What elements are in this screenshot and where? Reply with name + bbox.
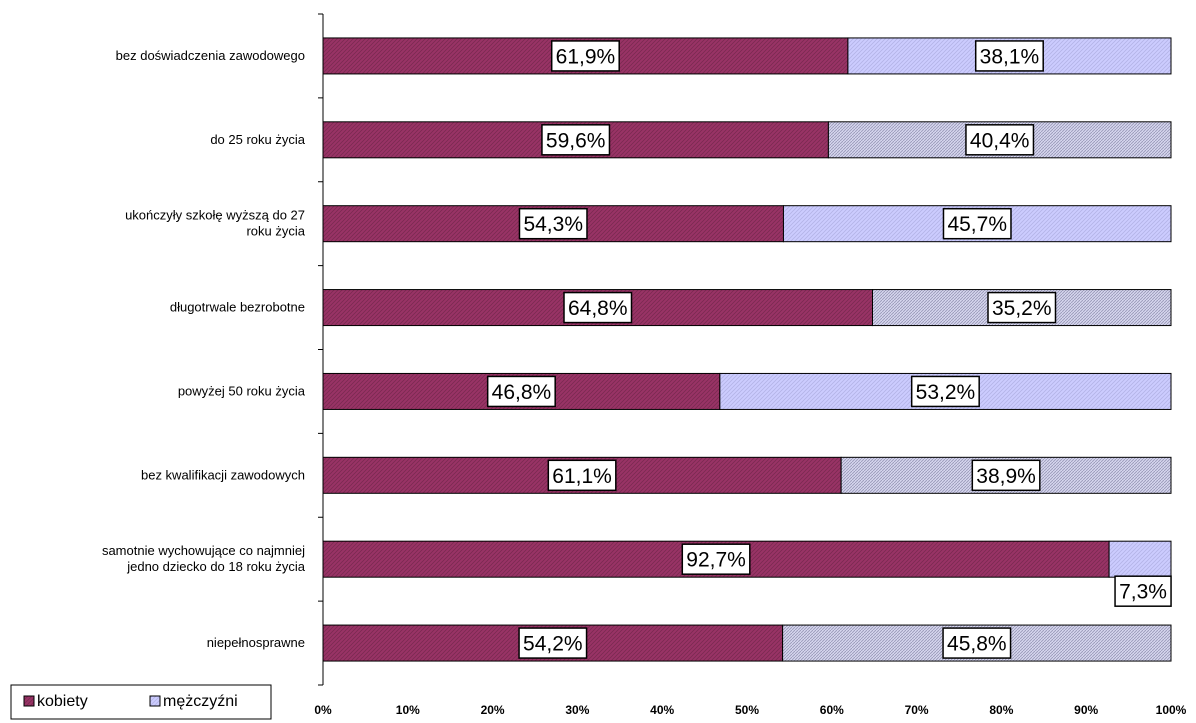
- data-label-box: [563, 291, 633, 324]
- category-label-line: niepełnosprawne: [207, 635, 305, 650]
- category-label: bez doświadczenia zawodowego: [116, 48, 305, 63]
- data-label-box: [541, 124, 611, 156]
- data-label-box: [547, 459, 617, 492]
- legend: kobiety mężczyźni: [10, 684, 272, 720]
- legend-swatch-mezczyzni: [149, 695, 161, 707]
- data-label-text: 92,7%: [686, 549, 746, 572]
- x-tick-label: 10%: [396, 703, 420, 717]
- data-label: 38,9%: [971, 459, 1041, 492]
- data-label-box: [987, 291, 1057, 324]
- category-label-line: bez doświadczenia zawodowego: [116, 48, 305, 63]
- x-tick-label: 0%: [314, 703, 332, 717]
- data-label-box: [681, 543, 751, 575]
- category-label-line: samotnie wychowujące co najmniej: [102, 543, 305, 558]
- category-label-line: ukończyły szkołę wyższą do 27: [125, 208, 305, 223]
- category-label: długotrwale bezrobotne: [170, 300, 305, 315]
- x-tick-label: 80%: [989, 703, 1013, 717]
- legend-label-kobiety: kobiety: [37, 693, 88, 710]
- category-label: bez kwalifikacji zawodowych: [141, 467, 305, 482]
- data-label: 45,8%: [942, 627, 1012, 659]
- data-label-box: [486, 375, 556, 408]
- legend-swatch-kobiety: [23, 695, 35, 707]
- category-label-line: powyżej 50 roku życia: [178, 383, 306, 398]
- category-label-line: długotrwale bezrobotne: [170, 300, 305, 315]
- category-label-line: do 25 roku życia: [210, 132, 305, 147]
- data-label-text: 54,2%: [523, 633, 583, 656]
- data-label-text: 59,6%: [546, 129, 606, 152]
- category-label: niepełnosprawne: [207, 635, 305, 650]
- data-label-text: 7,3%: [1119, 581, 1167, 604]
- category-label: ukończyły szkołę wyższą do 27 roku życia: [125, 208, 306, 239]
- data-label: 59,6%: [541, 124, 611, 156]
- data-label-text: 35,2%: [992, 297, 1052, 320]
- x-tick-label: 40%: [650, 703, 674, 717]
- category-label-line: jedno dziecko do 18 roku życia: [126, 559, 306, 574]
- data-label-box: [942, 207, 1012, 240]
- data-label-box: [974, 40, 1044, 72]
- data-label-text: 61,9%: [556, 45, 616, 68]
- data-label: 61,1%: [547, 459, 617, 492]
- data-label: 61,9%: [550, 40, 620, 72]
- data-label-text: 53,2%: [916, 381, 976, 404]
- data-label: 40,4%: [965, 124, 1035, 156]
- data-label: 38,1%: [974, 40, 1044, 72]
- x-tick-label: 70%: [905, 703, 929, 717]
- x-tick-label: 100%: [1156, 703, 1187, 717]
- data-label: 35,2%: [987, 291, 1057, 324]
- data-label: 64,8%: [563, 291, 633, 324]
- data-label-text: 38,9%: [976, 465, 1036, 488]
- data-label-box: [965, 124, 1035, 156]
- data-label-box: [518, 627, 588, 659]
- data-label-text: 46,8%: [492, 381, 552, 404]
- data-label: 54,2%: [518, 627, 588, 659]
- data-label: 7,3%: [1114, 575, 1172, 607]
- data-label-text: 40,4%: [970, 129, 1030, 152]
- data-label: 53,2%: [910, 375, 980, 408]
- data-label: 54,3%: [518, 207, 588, 240]
- data-label-text: 45,7%: [947, 213, 1007, 236]
- data-label-box: [518, 207, 588, 240]
- data-label: 92,7%: [681, 543, 751, 575]
- data-label-text: 61,1%: [552, 465, 612, 488]
- x-tick-label: 20%: [481, 703, 505, 717]
- data-label-box: [1114, 575, 1172, 607]
- data-label-box: [971, 459, 1041, 492]
- category-label: powyżej 50 roku życia: [178, 383, 306, 398]
- data-label-box: [910, 375, 980, 408]
- x-tick-label: 30%: [565, 703, 589, 717]
- x-tick-label: 50%: [735, 703, 759, 717]
- legend-label-mezczyzni: mężczyźni: [163, 693, 238, 710]
- data-label-box: [942, 627, 1012, 659]
- data-label-box: [550, 40, 620, 72]
- x-tick-label: 90%: [1074, 703, 1098, 717]
- data-label: 45,7%: [942, 207, 1012, 240]
- category-label-line: roku życia: [246, 224, 305, 239]
- category-label: samotnie wychowujące co najmniej jedno dz…: [102, 543, 306, 574]
- category-label: do 25 roku życia: [210, 132, 305, 147]
- data-label: 46,8%: [486, 375, 556, 408]
- x-tick-label: 60%: [820, 703, 844, 717]
- data-label-text: 38,1%: [980, 45, 1040, 68]
- data-label-text: 45,8%: [947, 633, 1007, 656]
- category-label-line: bez kwalifikacji zawodowych: [141, 467, 305, 482]
- bar-segment-mezczyzni: [1108, 540, 1172, 578]
- data-label-text: 54,3%: [523, 213, 583, 236]
- data-label-text: 64,8%: [568, 297, 628, 320]
- legend-box: [10, 684, 272, 720]
